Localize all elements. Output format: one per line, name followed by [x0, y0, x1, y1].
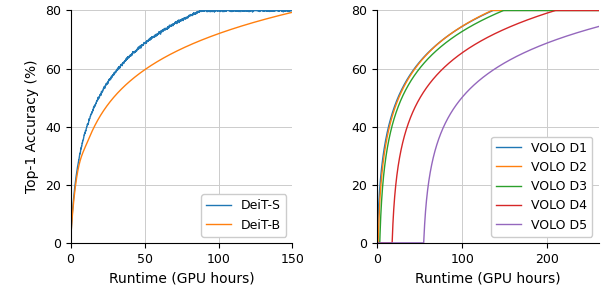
VOLO D1 [591, 9, 598, 12]
VOLO D3 [500, 9, 507, 12]
VOLO D1 [458, 25, 465, 28]
VOLO D3 [458, 30, 465, 33]
DeiT-S [152, 33, 160, 36]
VOLO D4 [595, 9, 602, 12]
Line: VOLO D4: VOLO D4 [377, 10, 599, 243]
VOLO D2 [458, 25, 465, 28]
VOLO D1 [468, 19, 475, 23]
VOLO D4 [411, 105, 419, 108]
Line: DeiT-B: DeiT-B [71, 12, 292, 241]
DeiT-B [284, 12, 292, 15]
DeiT-S [67, 241, 74, 245]
VOLO D2 [468, 19, 475, 23]
Line: DeiT-S: DeiT-S [71, 10, 292, 243]
DeiT-B [152, 61, 160, 64]
VOLO D4 [552, 9, 559, 12]
VOLO D5 [458, 96, 465, 100]
VOLO D2 [595, 9, 602, 12]
VOLO D4 [468, 45, 475, 48]
VOLO D3 [567, 9, 574, 12]
Line: VOLO D3: VOLO D3 [377, 10, 599, 243]
VOLO D1 [411, 66, 419, 69]
VOLO D4 [458, 51, 465, 55]
DeiT-B [92, 122, 99, 125]
VOLO D2 [373, 241, 381, 245]
DeiT-B [161, 55, 169, 59]
VOLO D5 [468, 86, 475, 89]
DeiT-S [196, 9, 204, 12]
VOLO D3 [373, 241, 381, 245]
VOLO D3 [398, 96, 406, 99]
VOLO D2 [398, 89, 406, 92]
VOLO D3 [591, 9, 598, 12]
DeiT-B [67, 239, 74, 243]
VOLO D1 [567, 9, 574, 12]
X-axis label: Runtime (GPU hours): Runtime (GPU hours) [415, 271, 561, 285]
DeiT-S [106, 78, 113, 82]
VOLO D4 [567, 9, 574, 12]
VOLO D5 [373, 241, 381, 245]
VOLO D5 [591, 26, 598, 30]
VOLO D1 [595, 9, 602, 12]
VOLO D4 [398, 143, 406, 147]
DeiT-S [161, 28, 169, 32]
VOLO D5 [398, 241, 406, 245]
VOLO D1 [489, 9, 497, 12]
VOLO D3 [468, 24, 475, 28]
DeiT-S [260, 9, 268, 12]
DeiT-S [92, 102, 99, 105]
DeiT-B [106, 101, 113, 105]
VOLO D5 [595, 25, 602, 28]
VOLO D3 [595, 9, 602, 12]
VOLO D2 [567, 9, 574, 12]
DeiT-S [289, 9, 296, 12]
Line: VOLO D5: VOLO D5 [377, 27, 599, 243]
VOLO D3 [411, 72, 419, 76]
VOLO D1 [373, 241, 381, 245]
DeiT-S [284, 9, 292, 12]
VOLO D5 [567, 33, 574, 37]
VOLO D2 [488, 9, 495, 12]
Y-axis label: Top-1 Accuracy (%): Top-1 Accuracy (%) [25, 60, 39, 193]
VOLO D4 [591, 9, 598, 12]
Line: VOLO D2: VOLO D2 [377, 10, 599, 243]
VOLO D5 [411, 241, 419, 245]
X-axis label: Runtime (GPU hours): Runtime (GPU hours) [109, 271, 254, 285]
VOLO D2 [411, 66, 419, 70]
VOLO D1 [398, 87, 406, 91]
Legend: DeiT-S, DeiT-B: DeiT-S, DeiT-B [201, 194, 286, 237]
VOLO D2 [591, 9, 598, 12]
Legend: VOLO D1, VOLO D2, VOLO D3, VOLO D4, VOLO D5: VOLO D1, VOLO D2, VOLO D3, VOLO D4, VOLO… [491, 136, 593, 237]
Line: VOLO D1: VOLO D1 [377, 10, 599, 243]
DeiT-B [260, 18, 268, 21]
VOLO D4 [373, 241, 381, 245]
DeiT-B [289, 10, 296, 14]
